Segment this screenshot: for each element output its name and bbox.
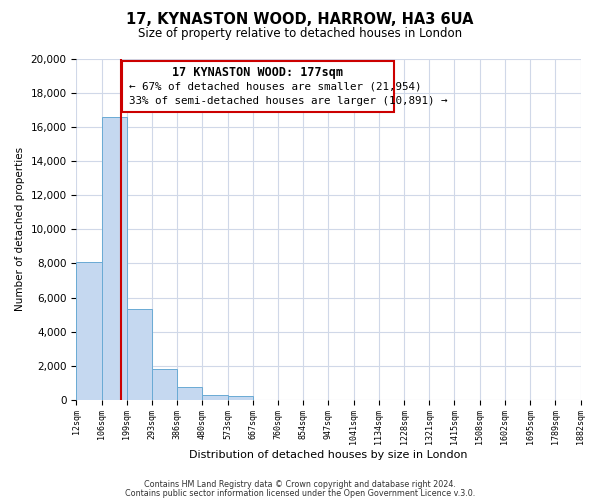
Bar: [202, 395, 227, 400]
Bar: [127, 310, 152, 400]
Bar: [76, 262, 101, 400]
Bar: [101, 117, 127, 400]
Bar: [152, 369, 177, 400]
Text: 33% of semi-detached houses are larger (10,891) →: 33% of semi-detached houses are larger (…: [130, 96, 448, 106]
Text: 17 KYNASTON WOOD: 177sqm: 17 KYNASTON WOOD: 177sqm: [172, 66, 343, 79]
Text: 17, KYNASTON WOOD, HARROW, HA3 6UA: 17, KYNASTON WOOD, HARROW, HA3 6UA: [126, 12, 474, 28]
Bar: [227, 396, 253, 400]
Y-axis label: Number of detached properties: Number of detached properties: [15, 148, 25, 312]
Text: Size of property relative to detached houses in London: Size of property relative to detached ho…: [138, 28, 462, 40]
Bar: [177, 387, 202, 400]
FancyBboxPatch shape: [122, 60, 394, 112]
X-axis label: Distribution of detached houses by size in London: Distribution of detached houses by size …: [189, 450, 468, 460]
Text: ← 67% of detached houses are smaller (21,954): ← 67% of detached houses are smaller (21…: [130, 81, 422, 91]
Text: Contains HM Land Registry data © Crown copyright and database right 2024.: Contains HM Land Registry data © Crown c…: [144, 480, 456, 489]
Text: Contains public sector information licensed under the Open Government Licence v.: Contains public sector information licen…: [125, 488, 475, 498]
